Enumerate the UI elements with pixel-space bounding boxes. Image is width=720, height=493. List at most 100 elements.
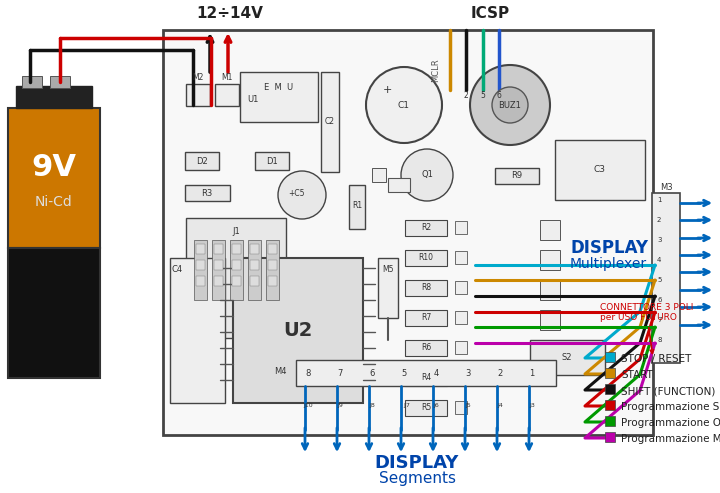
Bar (50, 76, 70, 88)
Bar (555, 140, 645, 200)
Text: R10: R10 (418, 253, 433, 262)
Text: Segments: Segments (379, 470, 456, 486)
Bar (372, 168, 386, 182)
Bar (268, 260, 277, 270)
Text: R5: R5 (421, 403, 431, 413)
Bar (185, 185, 230, 201)
Text: Q1: Q1 (421, 171, 433, 179)
Text: Programmazione ORE: Programmazione ORE (621, 418, 720, 428)
Text: M2: M2 (192, 73, 204, 82)
Text: J5: J5 (465, 402, 471, 408)
Text: 3: 3 (465, 368, 471, 378)
Bar (215, 84, 239, 106)
Bar (405, 400, 447, 416)
Bar (194, 240, 207, 300)
Bar (405, 340, 447, 356)
Text: 6: 6 (657, 297, 662, 303)
Circle shape (470, 65, 550, 145)
Text: J7: J7 (398, 402, 410, 408)
Text: J3: J3 (529, 402, 535, 408)
Text: SHIFT (FUNCTION): SHIFT (FUNCTION) (621, 386, 716, 396)
Text: CONNETTORE 3 POLI
per USO FUTURO: CONNETTORE 3 POLI per USO FUTURO (600, 303, 693, 353)
Circle shape (401, 149, 453, 201)
Text: S2: S2 (562, 352, 572, 361)
Text: J4: J4 (497, 402, 503, 408)
Text: 7: 7 (657, 317, 662, 323)
Text: +C5: +C5 (288, 189, 305, 199)
Text: 3: 3 (657, 237, 662, 243)
Text: 8: 8 (657, 337, 662, 343)
Bar (296, 360, 556, 386)
Bar (268, 244, 277, 254)
Bar (388, 178, 410, 192)
Circle shape (492, 87, 528, 123)
Bar (405, 220, 447, 236)
Bar (378, 258, 398, 318)
Bar (605, 368, 615, 378)
Bar (540, 280, 560, 300)
Circle shape (278, 171, 326, 219)
Text: MCLR: MCLR (431, 58, 440, 82)
Circle shape (366, 67, 442, 143)
Text: BUZ1: BUZ1 (498, 101, 521, 109)
Bar (170, 258, 225, 403)
Text: DISPLAY: DISPLAY (375, 454, 459, 472)
Text: D2: D2 (196, 156, 208, 166)
Bar (214, 260, 223, 270)
Text: C2: C2 (325, 117, 335, 127)
Text: STOP / RESET: STOP / RESET (621, 354, 691, 364)
Text: R6: R6 (421, 344, 431, 352)
Bar (196, 276, 205, 286)
Bar (250, 244, 259, 254)
Text: R9: R9 (511, 172, 523, 180)
Text: R4: R4 (421, 374, 431, 383)
Text: D1: D1 (266, 156, 278, 166)
Bar (230, 240, 243, 300)
Text: 6: 6 (497, 91, 501, 100)
Text: Multiplexer: Multiplexer (570, 257, 647, 271)
Bar (8, 248, 100, 378)
Text: 4: 4 (657, 257, 662, 263)
Text: 8: 8 (305, 368, 311, 378)
Bar (540, 250, 560, 270)
Bar (605, 352, 615, 362)
Text: DISPLAY: DISPLAY (570, 239, 648, 257)
Bar (185, 152, 219, 170)
Text: 4: 4 (433, 368, 438, 378)
Text: 12÷14V: 12÷14V (197, 5, 264, 21)
Bar (455, 251, 467, 264)
Bar (255, 152, 289, 170)
Bar (214, 244, 223, 254)
Text: R3: R3 (202, 188, 212, 198)
Text: +: + (382, 85, 392, 95)
Bar (232, 260, 241, 270)
Bar (455, 311, 467, 324)
Bar (250, 260, 259, 270)
Text: J6: J6 (433, 402, 439, 408)
Text: 2: 2 (657, 217, 662, 223)
Bar (196, 244, 205, 254)
Bar (405, 280, 447, 296)
Bar (186, 218, 286, 338)
Bar (8, 108, 100, 248)
Text: C4: C4 (172, 266, 183, 275)
Bar (196, 260, 205, 270)
Bar (605, 416, 615, 426)
Bar (233, 258, 363, 403)
Text: C3: C3 (594, 166, 606, 175)
Bar (163, 30, 653, 435)
Text: START: START (621, 370, 653, 380)
Text: 5: 5 (401, 368, 407, 378)
Bar (321, 72, 339, 172)
Bar (652, 193, 680, 363)
Bar (455, 401, 467, 414)
Text: 2: 2 (464, 91, 469, 100)
Bar (214, 276, 223, 286)
Bar (248, 240, 261, 300)
Text: J9: J9 (337, 402, 343, 408)
Bar (266, 240, 279, 300)
Text: 6: 6 (369, 368, 374, 378)
Text: M5: M5 (382, 266, 394, 275)
Text: Programmazione MINUTI: Programmazione MINUTI (621, 434, 720, 444)
Text: R1: R1 (352, 202, 362, 211)
